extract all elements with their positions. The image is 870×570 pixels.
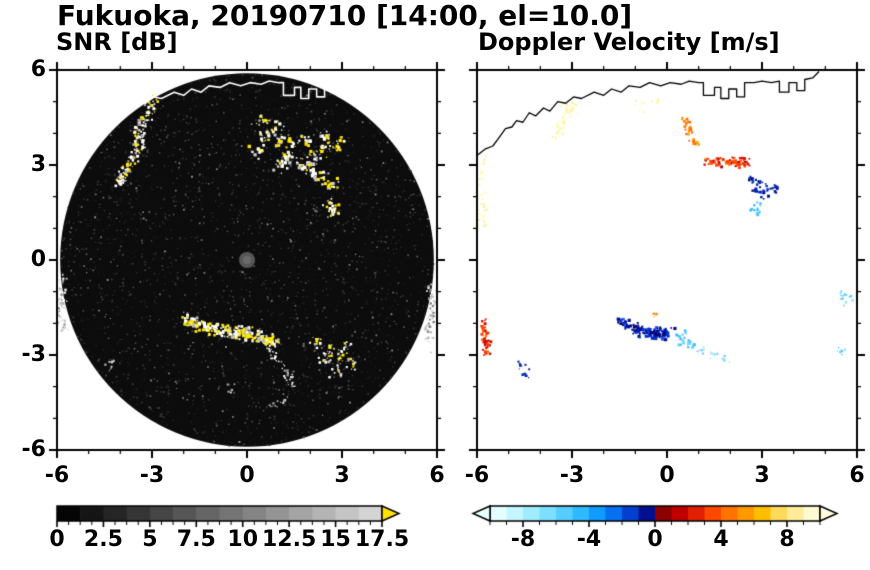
snr-colorbar-tick-label: 12.5 xyxy=(262,527,317,552)
velocity-colorbar xyxy=(463,500,853,534)
velocity-panel-title: Doppler Velocity [m/s] xyxy=(478,28,780,56)
snr-y-tick-label: 0 xyxy=(30,247,46,272)
snr-colorbar xyxy=(47,500,417,534)
velocity-x-tick-label: 3 xyxy=(754,463,770,488)
snr-panel-title: SNR [dB] xyxy=(56,28,178,56)
snr-x-tick-label: 3 xyxy=(334,463,350,488)
snr-colorbar-tick-label: 17.5 xyxy=(354,527,410,552)
velocity-x-tick-label: 6 xyxy=(849,463,865,488)
snr-y-tick-label: 3 xyxy=(30,152,46,177)
snr-colorbar-tick-label: 7.5 xyxy=(176,527,216,552)
snr-colorbar-tick-label: 0 xyxy=(49,527,65,552)
snr-x-tick-label: 6 xyxy=(429,463,445,488)
snr-x-tick-label: -6 xyxy=(44,463,70,488)
velocity-colorbar-tick-label: 0 xyxy=(647,527,663,552)
snr-x-tick-label: 0 xyxy=(239,463,255,488)
snr-y-tick-label: -3 xyxy=(21,342,46,367)
snr-y-tick-label: -6 xyxy=(21,437,46,462)
velocity-x-tick-label: 0 xyxy=(659,463,675,488)
snr-x-tick-label: -3 xyxy=(139,463,165,488)
figure-title: Fukuoka, 20190710 [14:00, el=10.0] xyxy=(57,0,633,32)
velocity-colorbar-tick-label: -4 xyxy=(576,527,602,552)
velocity-plot-canvas xyxy=(467,60,867,460)
velocity-x-tick-label: -3 xyxy=(559,463,585,488)
velocity-colorbar-tick-label: -8 xyxy=(510,527,536,552)
snr-colorbar-tick-label: 2.5 xyxy=(83,527,123,552)
snr-plot-canvas xyxy=(47,60,447,460)
velocity-colorbar-tick-label: 8 xyxy=(779,527,795,552)
velocity-x-tick-label: -6 xyxy=(464,463,490,488)
snr-y-tick-label: 6 xyxy=(30,57,46,82)
snr-colorbar-tick-label: 10 xyxy=(227,527,259,552)
velocity-colorbar-tick-label: 4 xyxy=(713,527,729,552)
snr-colorbar-tick-label: 5 xyxy=(142,527,158,552)
snr-colorbar-tick-label: 15 xyxy=(320,527,351,552)
